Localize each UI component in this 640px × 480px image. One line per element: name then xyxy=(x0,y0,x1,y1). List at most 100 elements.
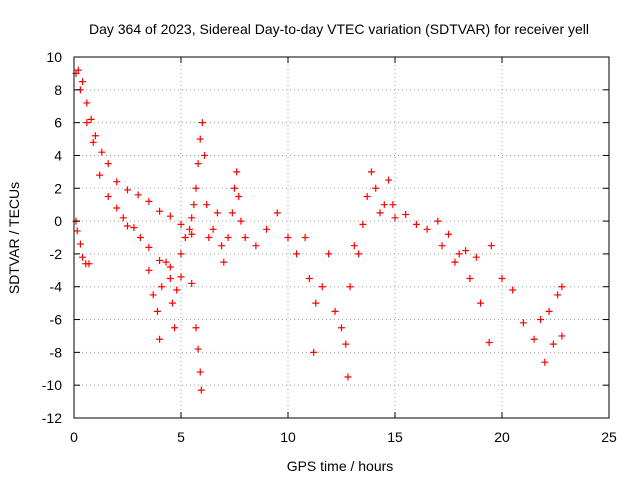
data-point xyxy=(168,299,176,307)
data-point xyxy=(198,119,206,127)
data-point xyxy=(359,220,367,228)
data-point xyxy=(220,258,228,266)
grid-lines xyxy=(74,57,609,418)
series-0 xyxy=(72,66,196,238)
data-point xyxy=(445,230,452,238)
data-point xyxy=(252,242,260,250)
y-tick-label: 6 xyxy=(54,115,62,131)
data-point xyxy=(113,204,121,212)
data-point xyxy=(412,220,420,228)
data-point xyxy=(85,260,93,268)
data-point xyxy=(156,335,164,343)
y-tick-label: -12 xyxy=(42,410,62,426)
data-point xyxy=(98,148,106,156)
series-3 xyxy=(145,119,245,394)
data-point xyxy=(87,115,95,123)
data-point xyxy=(188,230,196,238)
data-point xyxy=(363,192,371,200)
x-tick-label: 0 xyxy=(70,429,78,445)
data-point xyxy=(367,168,375,176)
data-point xyxy=(380,201,388,209)
data-point xyxy=(284,234,292,241)
y-tick-label: -6 xyxy=(50,312,63,328)
data-point xyxy=(213,209,221,217)
data-point xyxy=(338,324,345,332)
data-point xyxy=(350,242,358,250)
x-axis-label: GPS time / hours xyxy=(287,458,394,474)
data-point xyxy=(205,234,213,241)
data-point xyxy=(197,386,205,394)
data-point xyxy=(549,340,557,348)
data-point xyxy=(318,283,326,291)
data-point xyxy=(162,258,170,266)
series-1 xyxy=(76,86,196,287)
data-point xyxy=(235,192,243,200)
data-point xyxy=(153,307,161,315)
data-point xyxy=(402,211,410,219)
data-point xyxy=(346,283,354,291)
data-point xyxy=(462,247,470,255)
data-point xyxy=(485,339,493,347)
x-tick-label: 15 xyxy=(387,429,403,445)
chart-title: Day 364 of 2023, Sidereal Day-to-day VTE… xyxy=(89,21,589,37)
data-point xyxy=(196,368,204,376)
data-point xyxy=(385,176,393,184)
data-point xyxy=(487,242,495,250)
data-point xyxy=(342,340,350,348)
data-point xyxy=(438,242,446,250)
data-point xyxy=(91,132,99,140)
data-point xyxy=(124,222,131,230)
data-point xyxy=(312,299,320,307)
data-point xyxy=(519,319,527,327)
data-point xyxy=(537,316,545,324)
data-point xyxy=(145,266,153,274)
data-point xyxy=(166,212,174,220)
data-point xyxy=(466,275,474,283)
y-tick-label: -10 xyxy=(42,377,62,393)
data-point xyxy=(558,332,566,340)
data-point xyxy=(171,324,179,332)
y-tick-label: 10 xyxy=(46,49,62,65)
data-point xyxy=(263,225,271,233)
data-point xyxy=(156,207,164,215)
data-point xyxy=(89,138,97,146)
y-axis-label: SDTVAR / TECUs xyxy=(6,182,22,294)
data-point xyxy=(74,66,82,74)
data-point xyxy=(301,234,309,241)
data-point xyxy=(389,201,397,209)
y-tick-label: 4 xyxy=(54,147,62,163)
data-point xyxy=(218,242,226,250)
plot-frame xyxy=(73,56,610,419)
data-point xyxy=(177,250,185,258)
x-tick-label: 10 xyxy=(280,429,296,445)
data-point xyxy=(233,168,241,176)
data-point xyxy=(83,99,91,107)
data-point xyxy=(472,253,480,261)
data-point xyxy=(113,178,121,186)
data-point xyxy=(310,348,318,356)
data-point xyxy=(325,250,333,258)
data-point xyxy=(79,253,87,261)
y-tick-label: -2 xyxy=(50,246,63,262)
data-point xyxy=(209,225,217,233)
data-point xyxy=(509,286,517,294)
data-point xyxy=(166,263,174,271)
data-point xyxy=(423,225,431,233)
x-tick-label: 20 xyxy=(494,429,510,445)
data-point xyxy=(451,258,459,266)
data-point xyxy=(186,225,194,233)
data-point xyxy=(241,234,249,241)
series-5 xyxy=(391,211,566,366)
data-point xyxy=(305,275,313,283)
data-point xyxy=(201,151,209,159)
data-point xyxy=(293,250,301,258)
data-point xyxy=(145,197,153,205)
data-point xyxy=(156,256,164,264)
y-tick-label: -4 xyxy=(50,279,63,295)
data-point xyxy=(149,291,157,299)
data-point xyxy=(231,184,238,192)
data-point xyxy=(73,227,81,235)
series-2 xyxy=(72,217,93,268)
data-point xyxy=(166,275,174,283)
